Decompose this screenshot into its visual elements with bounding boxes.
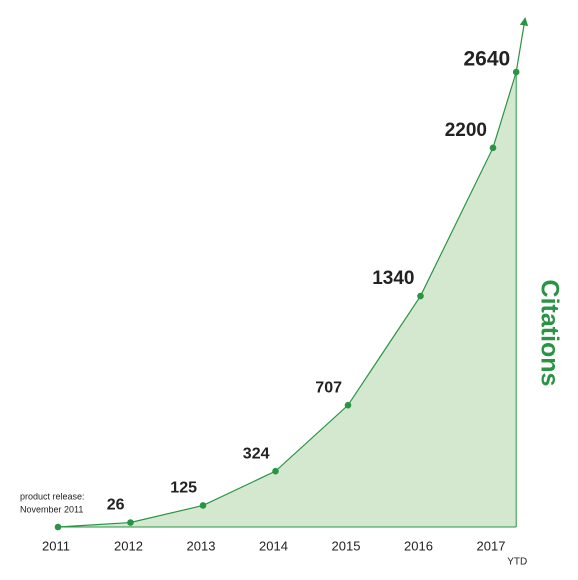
point (54, 523, 62, 531)
area (58, 72, 517, 527)
trend-arrow (515, 17, 529, 73)
data-label: 707 (315, 379, 342, 396)
x-tick-label: 2017 (477, 538, 506, 553)
point (344, 401, 352, 409)
annotation: product release: (20, 491, 85, 501)
plot-area: 26 125 324 707 1340 2200 2640 2011 2012 2013 2014 2… (42, 17, 529, 568)
point (512, 68, 520, 76)
line (57, 71, 517, 528)
point (489, 144, 497, 152)
x-tick-label: 2013 (187, 538, 216, 553)
x-tick-label: 2015 (332, 538, 361, 553)
point (272, 467, 279, 475)
x-tick-label: 2011 (42, 538, 70, 553)
data-label: 324 (243, 445, 270, 462)
x-tick-label: 2014 (259, 538, 288, 553)
data-label: 2200 (445, 120, 487, 141)
annotation: November 2011 (20, 504, 83, 514)
axis-label: Citations (535, 280, 563, 387)
point (127, 519, 134, 526)
data-label: 125 (170, 480, 197, 497)
data-label: 26 (107, 497, 125, 514)
point (199, 502, 207, 509)
data-label: 1340 (372, 268, 414, 289)
point (417, 292, 424, 300)
x-tick-label: 2016 (404, 538, 433, 553)
data-label: 2640 (463, 48, 510, 71)
x-tick-label: 2012 (114, 538, 143, 553)
x-tick-label: YTD (507, 557, 527, 568)
